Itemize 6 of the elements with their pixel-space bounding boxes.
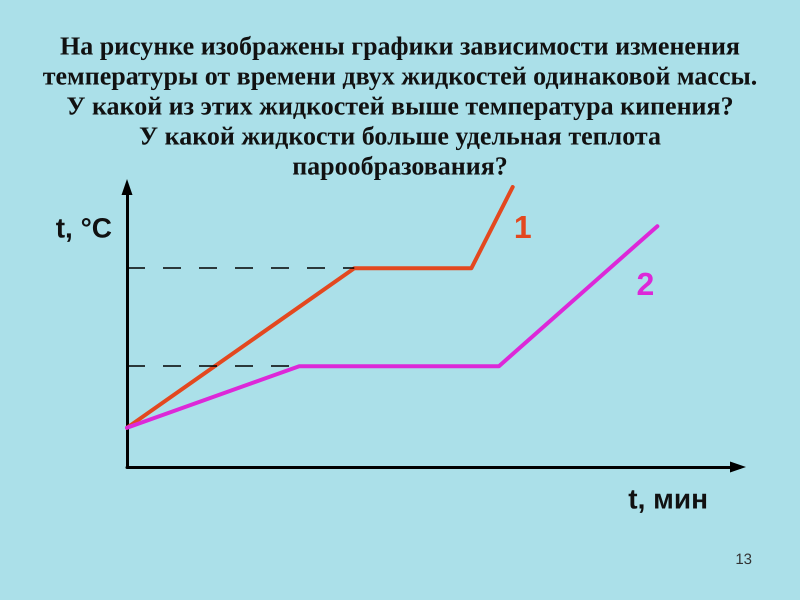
y-axis-title: t, °C — [56, 212, 112, 244]
x-axis-title: t, мин — [628, 484, 708, 514]
text: 13 — [735, 551, 752, 568]
series-label: 2 — [636, 266, 654, 302]
series-label: 1 — [514, 209, 532, 245]
chart-title: На рисунке изображены графики зависимости изменения температуры от времени двух жидкостей одинаковой массы. У какой из этих жидкостей выше температура кипения? У какой жидкости больше удельная теплота парообразования? — [42, 32, 758, 180]
